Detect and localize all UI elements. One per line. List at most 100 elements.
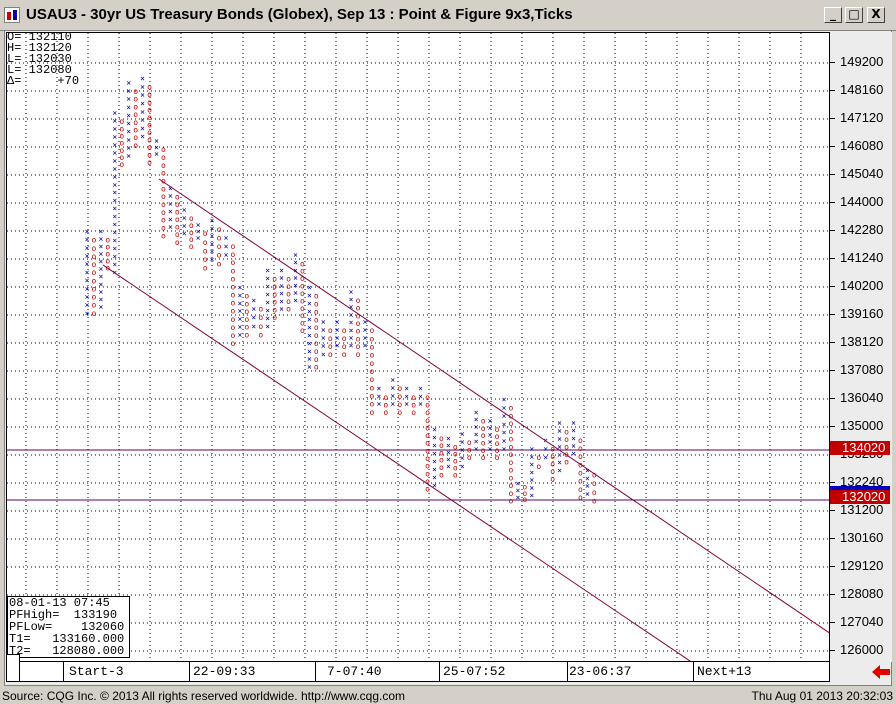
pf-x-mark: × <box>335 341 340 350</box>
close-button[interactable]: X <box>867 7 885 23</box>
pf-o-mark: o <box>411 393 416 402</box>
y-tick-label: 128080 <box>840 586 884 601</box>
y-tick-label: 127040 <box>840 614 884 629</box>
pf-x-mark: × <box>265 290 270 299</box>
pf-o-mark: o <box>231 307 236 316</box>
pf-x-mark: × <box>126 78 131 87</box>
pf-x-mark: × <box>488 438 493 447</box>
y-tick <box>830 622 835 623</box>
y-tick-label: 130160 <box>840 530 884 545</box>
y-tick-label: 140200 <box>840 278 884 293</box>
info-open: O= 132110 <box>7 30 72 44</box>
pf-o-mark: o <box>161 176 166 185</box>
pf-o-mark: o <box>92 293 97 302</box>
y-tick <box>830 342 835 343</box>
pf-o-mark: o <box>467 446 472 455</box>
pf-o-mark: o <box>119 124 124 133</box>
pf-x-mark: × <box>502 436 507 445</box>
plot-area[interactable]: ×××××××××××oooooooooo×××××××××××ooooo×××… <box>6 32 830 662</box>
pf-x-mark: × <box>112 140 117 149</box>
pf-o-mark: o <box>286 297 291 306</box>
pf-o-mark: o <box>314 315 319 324</box>
pf-x-mark: × <box>196 227 201 236</box>
pf-x-mark: × <box>112 132 117 141</box>
pf-o-mark: o <box>300 289 305 298</box>
pf-x-mark: × <box>98 295 103 304</box>
pf-o-mark: o <box>119 139 124 148</box>
pf-o-mark: o <box>481 424 486 433</box>
pf-x-mark: × <box>349 326 354 335</box>
pf-o-mark: o <box>147 90 152 99</box>
pf-x-mark: × <box>363 317 368 326</box>
pf-o-mark: o <box>300 326 305 335</box>
pf-o-mark: o <box>231 274 236 283</box>
pf-o-mark: o <box>453 470 458 479</box>
pf-o-mark: o <box>425 400 430 409</box>
pf-o-mark: o <box>509 404 514 413</box>
pf-o-mark: o <box>244 292 249 301</box>
x-label-start: Start-3 <box>69 664 124 679</box>
pf-x-mark: × <box>557 458 562 467</box>
pf-x-mark: × <box>140 132 145 141</box>
pf-x-mark: × <box>432 457 437 466</box>
pf-x-mark: × <box>126 127 131 136</box>
pf-o-mark: o <box>244 315 249 324</box>
minimize-button[interactable]: _ <box>824 7 842 23</box>
pf-o-mark: o <box>203 264 208 273</box>
pf-o-mark: o <box>578 485 583 494</box>
pf-o-mark: o <box>425 423 430 432</box>
pf-o-mark: o <box>522 495 527 504</box>
y-tick-label: 126000 <box>840 642 884 657</box>
pf-o-mark: o <box>147 105 152 114</box>
pf-x-mark: × <box>529 468 534 477</box>
pf-o-mark: o <box>342 342 347 351</box>
info-last: L= 132080 <box>7 63 72 77</box>
pf-o-mark: o <box>133 110 138 119</box>
pf-x-mark: × <box>265 314 270 323</box>
pf-o-mark: o <box>370 367 375 376</box>
pf-x-mark: × <box>126 95 131 104</box>
y-tick-label: 142280 <box>840 222 884 237</box>
pf-x-mark: × <box>349 295 354 304</box>
pf-o-mark: o <box>453 442 458 451</box>
pf-x-mark: × <box>404 384 409 393</box>
pf-o-mark: o <box>578 436 583 445</box>
pf-o-mark: o <box>425 462 430 471</box>
pf-o-mark: o <box>425 485 430 494</box>
restore-button[interactable]: □ <box>845 7 863 23</box>
time-axis[interactable]: Start-3 22-09:33 7-07:40 25-07:52 23-06:… <box>6 662 830 682</box>
pf-o-mark: o <box>314 292 319 301</box>
pf-x-mark: × <box>515 479 520 488</box>
y-tick <box>830 258 835 259</box>
pf-x-mark: × <box>474 445 479 454</box>
pf-o-mark: o <box>189 242 194 251</box>
y-tick-label: 137080 <box>840 362 884 377</box>
pf-o-mark: o <box>564 427 569 436</box>
pf-o-mark: o <box>105 257 110 266</box>
pf-x-mark: × <box>488 445 493 454</box>
pf-o-mark: o <box>425 393 430 402</box>
pf-o-mark: o <box>370 351 375 360</box>
price-tag-upper: 134020 <box>830 441 890 455</box>
pf-x-mark: × <box>85 235 90 244</box>
y-tick-label: 149200 <box>840 54 884 69</box>
pf-x-mark: × <box>237 330 242 339</box>
price-axis[interactable]: 149200 148160 147120 146080 145040 144000 1422… <box>830 32 892 662</box>
pf-x-mark: × <box>307 347 312 356</box>
scroll-left-arrow-icon[interactable] <box>872 665 890 679</box>
pf-o-mark: o <box>592 470 597 479</box>
pf-o-mark: o <box>300 319 305 328</box>
pf-o-mark: o <box>356 350 361 359</box>
pf-x-mark: × <box>446 455 451 464</box>
pf-x-mark: × <box>168 223 173 232</box>
pf-x-mark: × <box>390 376 395 385</box>
timestamp-text: Thu Aug 01 2013 20:32:03 <box>751 689 893 703</box>
pf-o-mark: o <box>342 334 347 343</box>
pf-x-mark: × <box>265 298 270 307</box>
pf-x-mark: × <box>307 363 312 372</box>
scroll-handle[interactable] <box>6 654 20 682</box>
pf-o-mark: o <box>286 289 291 298</box>
pf-o-mark: o <box>370 392 375 401</box>
pf-x-mark: × <box>251 313 256 322</box>
pf-o-mark: o <box>175 215 180 224</box>
